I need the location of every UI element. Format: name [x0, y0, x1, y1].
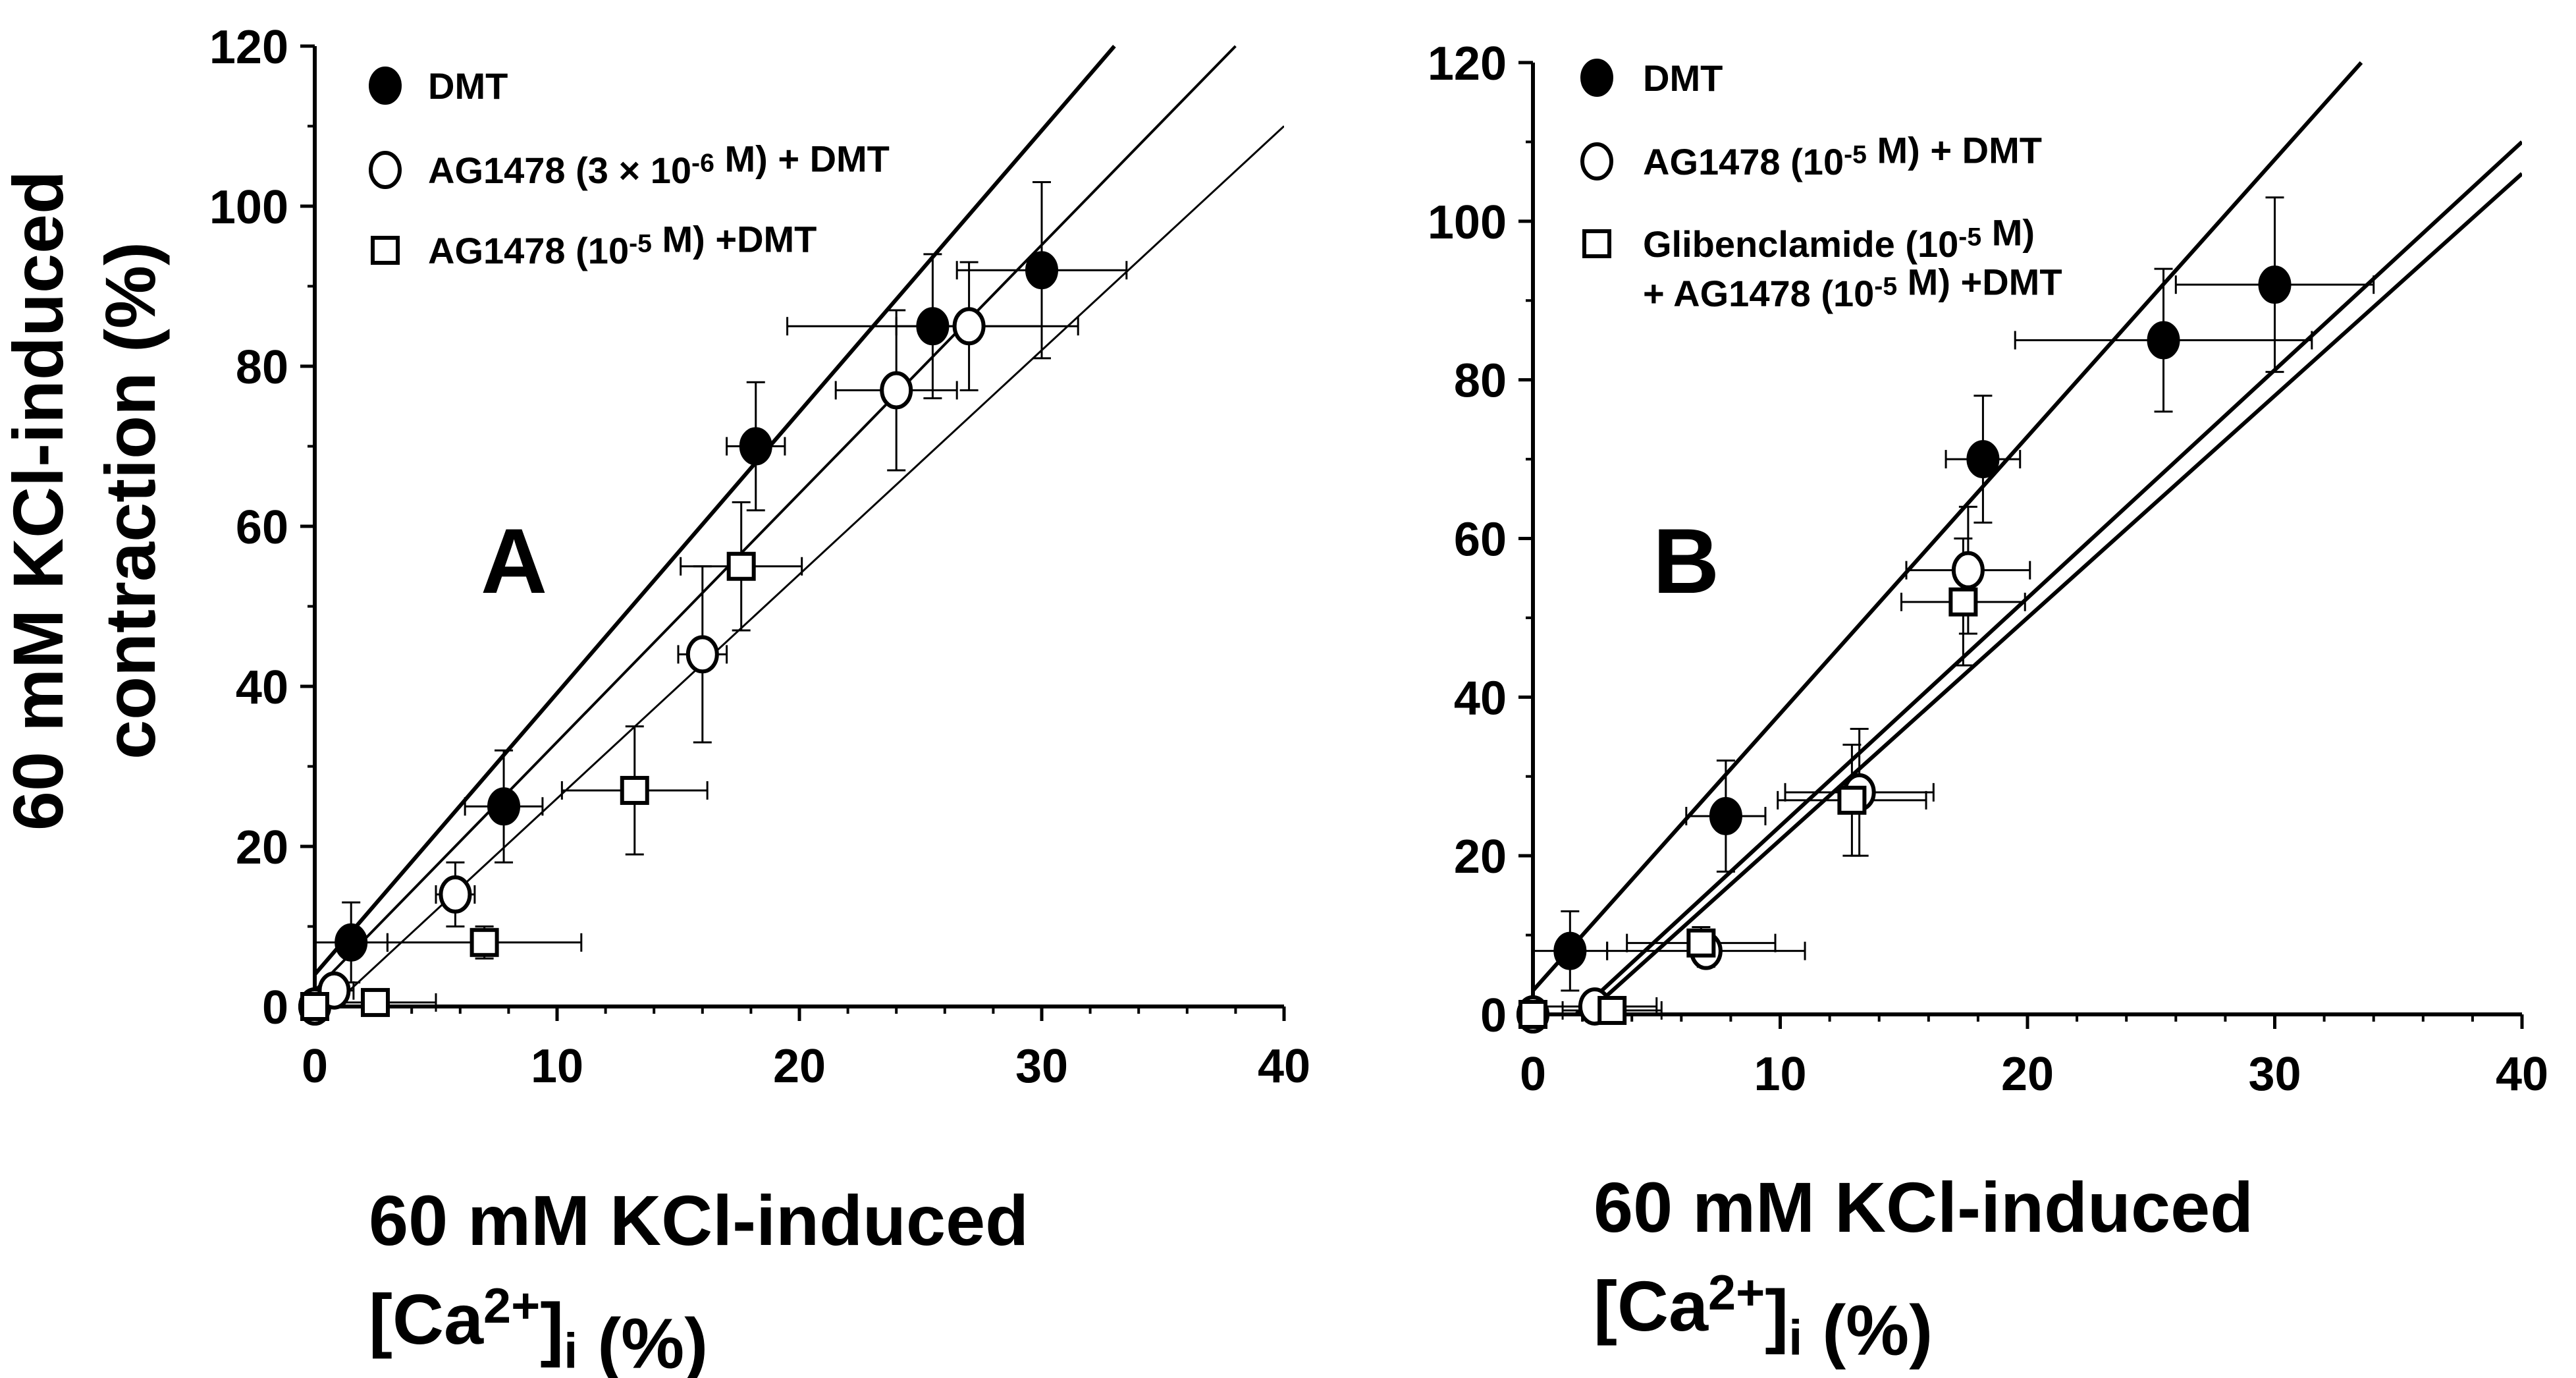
y-tick-label: 120: [1428, 38, 1507, 90]
x-axis-title-line2: [Ca2+]i (%): [369, 1279, 708, 1378]
data-point: [1709, 796, 1742, 835]
panel-a: 0 10 20 30 40 0 20 40 60 80 100 120 60 mM KCl-induce…: [0, 21, 1310, 1378]
y-tick-label: 20: [1454, 831, 1507, 883]
regression-line: [315, 45, 1237, 992]
legend-label: AG1478 (10-5 M) + DMT: [1643, 129, 2042, 182]
data-point: [335, 923, 368, 962]
y-tick-label: 40: [1454, 672, 1507, 725]
y-tick-label: 100: [209, 181, 288, 234]
legend-marker: [369, 67, 402, 105]
x-tick-label: 40: [1258, 1040, 1310, 1093]
legend-label: DMT: [1643, 57, 1723, 99]
y-tick-label: 80: [1454, 355, 1507, 408]
panel-b: 0 10 20 30 40 0 20 40 60 80 100 120 60 mM KCl-induce…: [1428, 38, 2548, 1369]
x-tick-label: 30: [1015, 1040, 1068, 1093]
data-point: [439, 875, 472, 914]
data-point: [952, 307, 986, 346]
x-tick-label: 0: [1520, 1048, 1546, 1101]
x-tick-label: 40: [2496, 1048, 2548, 1101]
data-point: [2147, 321, 2180, 360]
y-axis-title-line2: contraction (%): [90, 242, 170, 759]
data-point: [361, 987, 390, 1017]
data-point: [726, 551, 756, 581]
legend-label: AG1478 (3 × 10-6 M) + DMT: [428, 138, 890, 191]
data-point: [685, 635, 719, 674]
data-point: [1025, 251, 1058, 290]
regression-line: [1582, 172, 2522, 1014]
y-tick-label: 60: [236, 501, 288, 554]
panel-letter: B: [1653, 509, 1719, 613]
x-tick-label: 30: [2248, 1048, 2301, 1101]
data-point: [880, 371, 913, 410]
data-point: [739, 427, 772, 466]
data-point: [1966, 440, 2000, 479]
legend-label: DMT: [428, 65, 508, 107]
legend-label: AG1478 (10-5 M) +DMT: [428, 218, 817, 271]
legend-marker: [1580, 142, 1613, 180]
data-point: [470, 927, 499, 957]
data-point: [2258, 265, 2292, 304]
x-tick-label: 10: [1754, 1048, 1806, 1101]
data-point: [1686, 928, 1716, 958]
data-point: [487, 787, 521, 826]
regression-line: [1572, 140, 2522, 1014]
data-point: [1553, 931, 1587, 970]
y-tick-label: 40: [236, 661, 288, 714]
y-tick-label: 120: [209, 21, 288, 74]
x-tick-label: 10: [531, 1040, 583, 1093]
x-tick-label: 20: [2001, 1048, 2054, 1101]
data-point: [1837, 785, 1867, 815]
legend-marker: [1582, 229, 1611, 258]
x-tick-label: 20: [773, 1040, 826, 1093]
data-point: [620, 775, 649, 805]
data-point: [1951, 551, 1985, 590]
legend-label-line2: + AG1478 (10-5 M) +DMT: [1643, 261, 2062, 314]
legend-marker: [371, 236, 400, 265]
regression-line: [1533, 61, 2363, 992]
x-axis-title: 60 mM KCl-induced: [369, 1180, 1029, 1260]
x-axis-title-line2: [Ca2+]i (%): [1594, 1265, 1933, 1369]
y-tick-label: 0: [262, 981, 288, 1034]
legend-marker: [369, 151, 402, 189]
y-tick-label: 0: [1480, 989, 1507, 1042]
legend-label: Glibenclamide (10-5 M): [1643, 211, 2035, 265]
data-point: [1597, 995, 1627, 1025]
y-tick-label: 60: [1454, 514, 1507, 566]
regression-line: [315, 45, 1116, 976]
panel-letter: A: [481, 509, 547, 613]
y-tick-label: 100: [1428, 196, 1507, 249]
y-tick-label: 20: [236, 821, 288, 874]
regression-line: [331, 125, 1284, 1006]
y-tick-label: 80: [236, 341, 288, 394]
x-tick-label: 0: [302, 1040, 328, 1093]
y-axis-title: 60 mM KCl-induced: [0, 171, 78, 831]
data-point: [1948, 587, 1978, 617]
data-point: [916, 307, 950, 346]
data-point: [300, 992, 329, 1021]
data-point: [1518, 1000, 1547, 1029]
x-axis-title: 60 mM KCl-induced: [1594, 1167, 2253, 1247]
legend-marker: [1580, 59, 1613, 97]
